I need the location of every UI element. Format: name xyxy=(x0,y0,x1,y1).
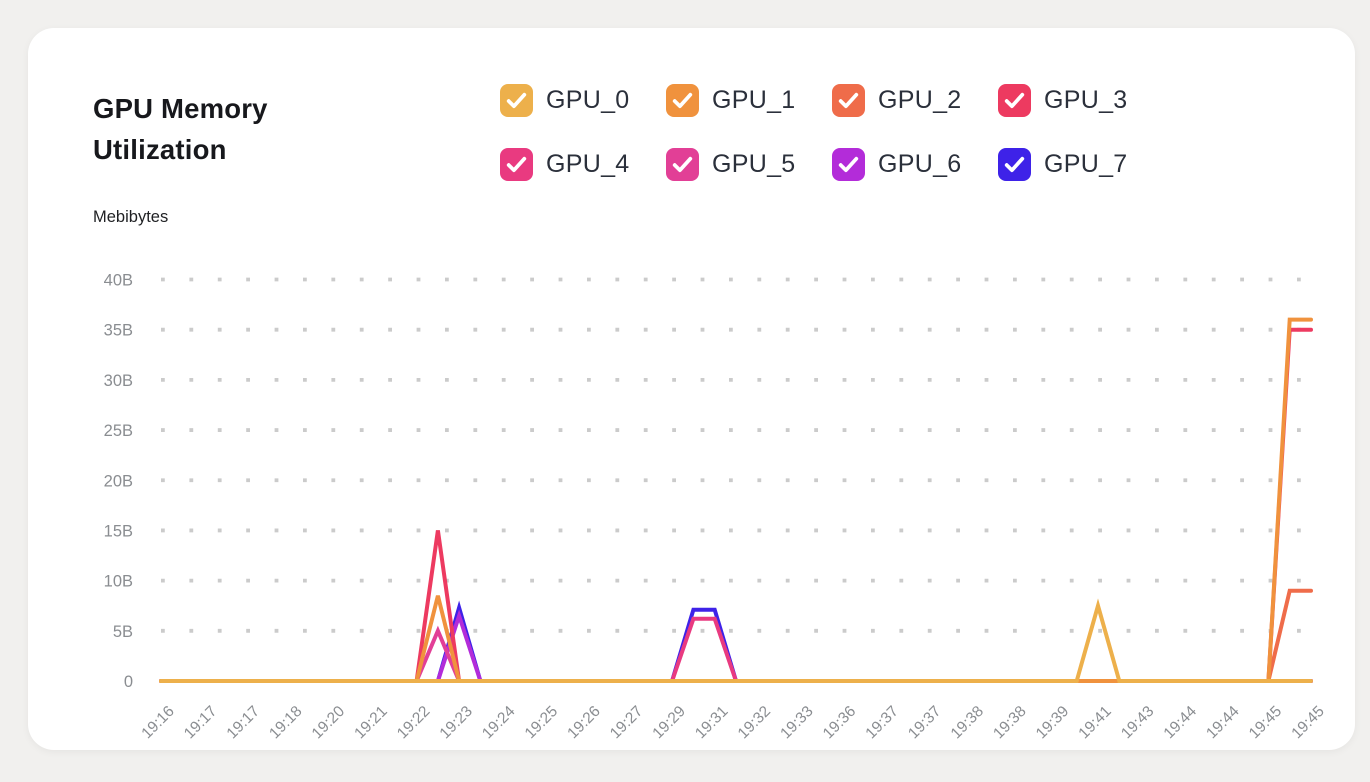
series-line-gpu-1 xyxy=(159,317,1313,683)
x-axis-tick-label: 19:17 xyxy=(224,703,263,742)
y-axis-tick-label: 35B xyxy=(104,322,133,340)
y-axis-tick-label: 30B xyxy=(104,372,133,390)
series-line-gpu-6 xyxy=(159,609,1313,683)
x-axis-tick-label: 19:45 xyxy=(1246,703,1285,742)
x-axis-tick-label: 19:36 xyxy=(820,703,859,742)
x-axis-tick-label: 19:18 xyxy=(266,703,305,742)
gpu-2-checkbox[interactable] xyxy=(832,84,865,117)
gpu-1-checkbox[interactable] xyxy=(666,84,699,117)
legend-label-gpu-5: GPU_5 xyxy=(712,150,796,178)
series-line-gpu-4 xyxy=(159,616,1313,683)
gpu-6-checkbox[interactable] xyxy=(832,148,865,181)
checkmark-icon xyxy=(1004,92,1025,109)
x-axis-tick-label: 19:37 xyxy=(905,703,944,742)
gpu-5-checkbox[interactable] xyxy=(666,148,699,181)
legend-label-gpu-0: GPU_0 xyxy=(546,86,630,114)
x-axis-tick-label: 19:29 xyxy=(649,703,688,742)
series-line-gpu-2 xyxy=(159,588,1313,683)
legend-item-gpu-4[interactable]: GPU_4 xyxy=(500,148,666,181)
checkmark-icon xyxy=(672,156,693,173)
x-axis-tick-label: 19:27 xyxy=(607,703,646,742)
series-line-gpu-5 xyxy=(159,625,1313,683)
x-axis-tick-label: 19:43 xyxy=(1118,703,1157,742)
checkmark-icon xyxy=(506,92,527,109)
checkmark-icon xyxy=(506,156,527,173)
legend-item-gpu-6[interactable]: GPU_6 xyxy=(832,148,998,181)
gpu-0-checkbox[interactable] xyxy=(500,84,533,117)
series-line-gpu-3 xyxy=(159,327,1313,683)
x-axis-tick-label: 19:32 xyxy=(735,703,774,742)
x-axis-tick-label: 19:16 xyxy=(138,703,177,742)
x-axis-tick-label: 19:26 xyxy=(564,703,603,742)
x-axis-tick-label: 19:44 xyxy=(1161,703,1201,743)
y-axis-tick-label: 10B xyxy=(104,573,133,591)
x-axis-tick-label: 19:44 xyxy=(1203,703,1243,743)
legend-label-gpu-4: GPU_4 xyxy=(546,150,630,178)
x-axis-tick-label: 19:37 xyxy=(862,703,901,742)
legend-label-gpu-1: GPU_1 xyxy=(712,86,796,114)
legend-item-gpu-2[interactable]: GPU_2 xyxy=(832,84,998,117)
legend-item-gpu-5[interactable]: GPU_5 xyxy=(666,148,832,181)
gpu-7-checkbox[interactable] xyxy=(998,148,1031,181)
gpu-3-checkbox[interactable] xyxy=(998,84,1031,117)
x-axis-tick-label: 19:45 xyxy=(1288,703,1327,742)
checkmark-icon xyxy=(1004,156,1025,173)
legend-item-gpu-0[interactable]: GPU_0 xyxy=(500,84,666,117)
x-axis-tick-label: 19:24 xyxy=(479,703,519,743)
y-axis-tick-label: 15B xyxy=(104,522,133,540)
x-axis-tick-label: 19:22 xyxy=(394,703,433,742)
x-axis-tick-label: 19:20 xyxy=(309,703,349,743)
legend: GPU_0 GPU_1 GPU_2 GPU_3 GPU_4 GPU_5 GPU_6 GPU_7 xyxy=(500,84,1164,181)
chart-card: GPU Memory Utilization Mebibytes GPU_0 GP… xyxy=(28,28,1355,750)
legend-label-gpu-2: GPU_2 xyxy=(878,86,962,114)
series-line-gpu-0 xyxy=(159,598,1313,683)
y-axis-unit-label: Mebibytes xyxy=(93,208,169,226)
x-axis-tick-label: 19:41 xyxy=(1075,703,1114,742)
checkmark-icon xyxy=(672,92,693,109)
y-axis-tick-label: 25B xyxy=(104,422,133,440)
legend-item-gpu-3[interactable]: GPU_3 xyxy=(998,84,1164,117)
x-axis-tick-label: 19:33 xyxy=(777,703,816,742)
gpu-4-checkbox[interactable] xyxy=(500,148,533,181)
legend-label-gpu-7: GPU_7 xyxy=(1044,150,1128,178)
x-axis-tick-label: 19:31 xyxy=(692,703,731,742)
x-axis-tick-label: 19:25 xyxy=(522,703,561,742)
x-axis-tick-label: 19:38 xyxy=(948,703,987,742)
x-axis-tick-label: 19:39 xyxy=(1033,703,1072,742)
checkmark-icon xyxy=(838,156,859,173)
legend-item-gpu-7[interactable]: GPU_7 xyxy=(998,148,1164,181)
y-axis-tick-label: 20B xyxy=(104,472,133,490)
series-line-gpu-7 xyxy=(159,600,1313,683)
x-axis-tick-label: 19:23 xyxy=(437,703,476,742)
y-axis-tick-label: 40B xyxy=(104,272,133,290)
legend-label-gpu-3: GPU_3 xyxy=(1044,86,1128,114)
legend-label-gpu-6: GPU_6 xyxy=(878,150,962,178)
y-axis-tick-label: 0 xyxy=(124,673,133,691)
checkmark-icon xyxy=(838,92,859,109)
legend-item-gpu-1[interactable]: GPU_1 xyxy=(666,84,832,117)
chart-title: GPU Memory Utilization xyxy=(93,93,268,165)
x-axis-tick-label: 19:17 xyxy=(181,703,220,742)
x-axis-tick-label: 19:21 xyxy=(351,703,390,742)
y-axis-tick-label: 5B xyxy=(113,623,133,641)
x-axis-tick-label: 19:38 xyxy=(990,703,1029,742)
